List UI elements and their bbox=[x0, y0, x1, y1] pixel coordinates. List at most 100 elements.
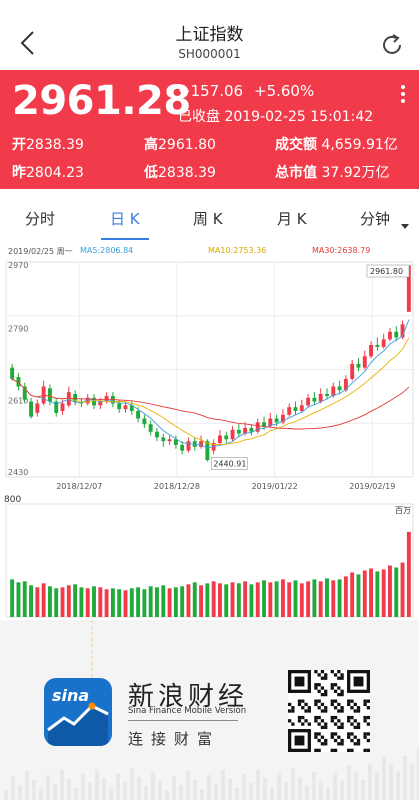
qr-module bbox=[353, 725, 357, 730]
volume-bar bbox=[255, 582, 260, 617]
volume-bar bbox=[136, 587, 141, 617]
tab-minute[interactable]: 分钟 bbox=[360, 210, 391, 228]
legend-ma5: MA5:2806.84 bbox=[80, 246, 134, 255]
qr-module bbox=[340, 692, 344, 697]
qr-module bbox=[350, 732, 354, 736]
qr-module bbox=[356, 738, 361, 743]
qr-module bbox=[333, 732, 338, 736]
tab-daily-k[interactable]: 日 K bbox=[110, 210, 140, 228]
current-price: 2961.28 bbox=[12, 78, 191, 124]
footer-bar bbox=[67, 779, 71, 800]
qr-module bbox=[337, 702, 341, 707]
tab-intraday[interactable]: 分时 bbox=[25, 210, 56, 228]
footer-bar bbox=[186, 771, 190, 800]
footer-bar bbox=[263, 778, 267, 800]
qr-module bbox=[304, 702, 308, 707]
qr-module bbox=[304, 719, 308, 723]
volume-bar bbox=[306, 581, 311, 617]
footer-bar bbox=[256, 769, 260, 800]
qr-module bbox=[340, 689, 344, 693]
qr-module bbox=[353, 742, 357, 746]
volume-bar bbox=[117, 589, 122, 617]
qr-module bbox=[320, 709, 325, 713]
footer-bar bbox=[361, 780, 365, 800]
qr-module bbox=[337, 735, 341, 739]
qr-module bbox=[320, 670, 325, 674]
volume-max-label: 800 bbox=[4, 495, 21, 505]
qr-module bbox=[363, 748, 367, 752]
qr-module bbox=[317, 689, 321, 693]
ma30-line bbox=[11, 378, 410, 430]
volume-bar bbox=[217, 583, 222, 617]
qr-module bbox=[330, 683, 334, 687]
qr-module bbox=[350, 748, 354, 752]
volume-bar bbox=[293, 580, 298, 617]
qr-module bbox=[307, 722, 311, 726]
qr-module bbox=[304, 709, 308, 713]
qr-module bbox=[347, 702, 351, 707]
qr-module bbox=[330, 715, 334, 720]
x-tick-label: 2019/01/22 bbox=[252, 482, 298, 491]
y-tick-label: 2430 bbox=[8, 468, 28, 477]
qr-module bbox=[291, 709, 295, 713]
qr-module bbox=[340, 722, 344, 726]
qr-module bbox=[363, 715, 367, 720]
qr-module bbox=[330, 699, 334, 703]
high-label-box bbox=[366, 264, 410, 278]
qr-module bbox=[330, 719, 334, 723]
footer-bar bbox=[11, 776, 15, 800]
qr-module bbox=[320, 702, 325, 707]
qr-module bbox=[320, 742, 325, 746]
qr-module bbox=[333, 699, 338, 703]
tab-monthly-k[interactable]: 月 K bbox=[277, 210, 307, 228]
volume-bar bbox=[47, 586, 52, 617]
footer-bar bbox=[137, 777, 141, 800]
candlestick-chart[interactable]: 2970 2790 2610 2430 2961.80 2440.91 2018/12/07… bbox=[0, 242, 419, 620]
qr-module bbox=[356, 725, 361, 730]
footer-bar bbox=[277, 773, 281, 800]
footer-bar bbox=[417, 748, 419, 800]
qr-module bbox=[347, 748, 351, 752]
footer-bar bbox=[144, 786, 148, 800]
volume-bar bbox=[388, 565, 392, 617]
qr-module bbox=[333, 748, 338, 752]
candle-body bbox=[136, 410, 141, 419]
qr-module bbox=[347, 715, 351, 720]
qr-module bbox=[356, 706, 361, 710]
qr-module bbox=[314, 702, 318, 707]
candle-body bbox=[299, 405, 304, 411]
candle-body bbox=[312, 397, 317, 402]
qr-code bbox=[288, 670, 370, 752]
candle-body bbox=[343, 378, 348, 391]
volume-bar bbox=[205, 583, 210, 617]
candle-body bbox=[192, 441, 197, 447]
volume-bar bbox=[362, 570, 367, 617]
qr-module bbox=[350, 699, 354, 703]
footer-bar bbox=[81, 774, 85, 800]
refresh-icon[interactable] bbox=[379, 32, 405, 58]
qr-module bbox=[347, 699, 351, 703]
brand-divider bbox=[128, 720, 238, 721]
more-icon[interactable] bbox=[401, 85, 407, 106]
qr-module bbox=[324, 673, 328, 677]
qr-module bbox=[353, 735, 357, 739]
qr-module bbox=[324, 738, 328, 743]
candle-body bbox=[262, 422, 266, 427]
candle-body bbox=[268, 418, 273, 427]
volume-bar bbox=[356, 574, 361, 617]
candle-body bbox=[293, 407, 298, 411]
footer-bar bbox=[249, 783, 253, 800]
back-icon[interactable] bbox=[14, 28, 44, 58]
candle-body bbox=[16, 377, 21, 387]
qr-module bbox=[324, 692, 328, 697]
footer-bar bbox=[396, 771, 400, 800]
qr-module bbox=[301, 722, 305, 726]
qr-module bbox=[330, 670, 334, 674]
tab-weekly-k[interactable]: 周 K bbox=[193, 210, 223, 228]
volume-bar bbox=[104, 589, 109, 617]
candle-body bbox=[318, 394, 323, 402]
qr-module bbox=[340, 725, 344, 730]
footer-bar bbox=[151, 772, 155, 800]
qr-module bbox=[301, 699, 305, 703]
brand-name: 新浪财经 bbox=[128, 682, 249, 712]
